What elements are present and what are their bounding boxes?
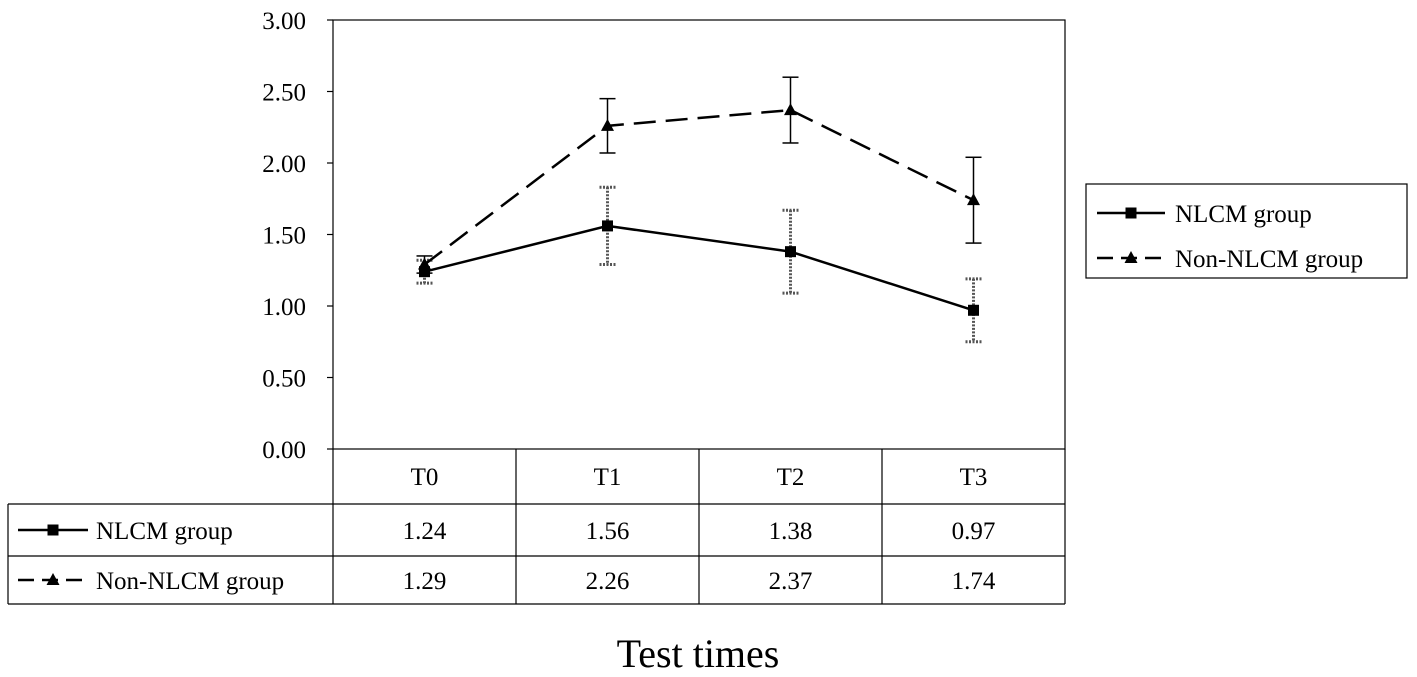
x-category-label: T0 — [411, 464, 439, 491]
table-cell-value: 1.56 — [586, 518, 630, 545]
table-cell-value: 1.24 — [403, 518, 447, 545]
table-legend-key-marker — [47, 524, 59, 536]
y-tick-label: 1.50 — [262, 223, 306, 250]
table-legend-key-marker — [46, 573, 60, 585]
data-point — [601, 118, 614, 131]
table-cell-value: 1.29 — [403, 568, 447, 595]
table-cell-value: 2.26 — [586, 568, 630, 595]
data-point — [602, 220, 613, 232]
series-line-0 — [424, 224, 974, 312]
table-cell-value: 1.38 — [769, 518, 813, 545]
legend-label: NLCM group — [1175, 201, 1312, 228]
plot-area — [332, 19, 1066, 450]
data-point — [784, 103, 797, 116]
data-point — [968, 304, 979, 316]
legend-key-marker — [1124, 251, 1138, 263]
legend-key-marker — [1125, 207, 1137, 219]
x-category-label: T3 — [960, 464, 988, 491]
table-row-label: Non-NLCM group — [96, 568, 284, 595]
series-line-1 — [423, 108, 975, 266]
data-point — [418, 257, 431, 270]
y-tick-label: 2.00 — [262, 151, 306, 178]
table-cell-value: 0.97 — [952, 518, 996, 545]
data-point — [967, 193, 980, 206]
table-row-label: NLCM group — [96, 518, 233, 545]
legend — [1085, 183, 1408, 279]
y-tick-label: 0.00 — [262, 437, 306, 464]
legend-label: Non-NLCM group — [1175, 246, 1363, 273]
x-axis-title: Test times — [617, 631, 780, 676]
y-tick-label: 1.00 — [262, 294, 306, 321]
y-tick-label: 3.00 — [262, 8, 306, 35]
table-cell-value: 2.37 — [769, 568, 813, 595]
data-point — [785, 246, 796, 258]
table-cell-value: 1.74 — [952, 568, 996, 595]
x-category-label: T2 — [777, 464, 805, 491]
y-tick-label: 0.50 — [262, 366, 306, 393]
y-tick-label: 2.50 — [262, 80, 306, 107]
x-category-label: T1 — [594, 464, 622, 491]
